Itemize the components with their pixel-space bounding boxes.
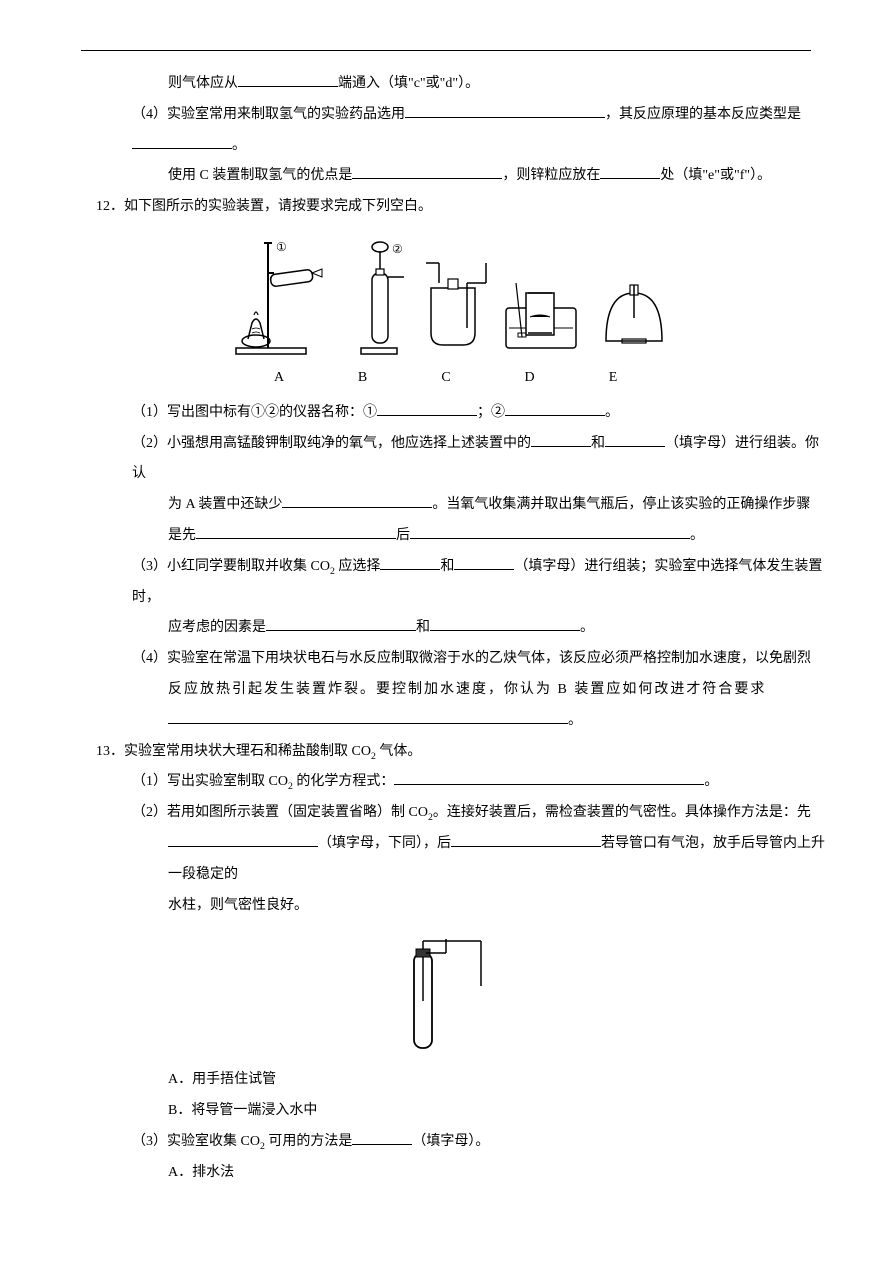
text: 和 xyxy=(591,436,605,451)
blank xyxy=(600,163,660,180)
text: （填字母，下同），后 xyxy=(318,836,451,851)
text: 则气体应从 xyxy=(168,76,238,91)
text: （2）若用如图所示装置（固定装置省略）制 CO xyxy=(132,805,428,820)
blank xyxy=(196,522,396,539)
blank xyxy=(132,132,232,149)
blank xyxy=(352,163,502,180)
text: 气体。 xyxy=(376,744,422,759)
blank xyxy=(451,830,601,847)
q12-4-line1: （4）实验室在常温下用块状电石与水反应制取微溶于水的乙炔气体，该反应必须严格控制… xyxy=(60,644,832,675)
text: 。 xyxy=(580,620,594,635)
text: 是先 xyxy=(168,528,196,543)
text: 可用的方法是 xyxy=(265,1134,353,1149)
text: 。 xyxy=(704,774,718,789)
text: （2）小强想用高锰酸钾制取纯净的氧气，他应选择上述装置中的 xyxy=(132,436,531,451)
label-b: B xyxy=(323,363,403,394)
blank xyxy=(377,399,477,416)
text: 端通入（填"c"或"d"）。 xyxy=(338,76,479,91)
q13-1: （1）写出实验室制取 CO2 的化学方程式：。 xyxy=(60,767,832,798)
blank xyxy=(531,430,591,447)
q13-3-opt-a: A．排水法 xyxy=(60,1158,832,1189)
text: （3）实验室收集 CO xyxy=(132,1134,260,1149)
label-d: D xyxy=(490,363,570,394)
text: 的化学方程式： xyxy=(293,774,395,789)
blank xyxy=(454,553,514,570)
blank xyxy=(394,769,704,786)
text: 。当氧气收集满并取出集气瓶后，停止该实验的正确操作步骤 xyxy=(432,497,810,512)
label-c: C xyxy=(406,363,486,394)
text: 处（填"e"或"f"）。 xyxy=(660,168,771,183)
q11-4-line2: 使用 C 装置制取氢气的优点是 ，则锌粒应放在 处（填"e"或"f"）。 xyxy=(60,161,832,192)
blank xyxy=(282,491,432,508)
text: （1）写出图中标有①②的仪器名称：① xyxy=(132,405,377,420)
blank xyxy=(380,553,440,570)
label-a: A xyxy=(239,363,319,394)
text: （3）小红同学要制取并收集 CO xyxy=(132,559,330,574)
q13-opt-a: A．用手捂住试管 xyxy=(60,1065,832,1096)
apparatus-d xyxy=(506,283,576,348)
blank xyxy=(238,70,338,87)
blank xyxy=(352,1128,412,1145)
cont-line: 则气体应从 端通入（填"c"或"d"）。 xyxy=(60,69,832,100)
q12-4-line3: 。 xyxy=(60,706,832,737)
q12-3-line2: 应考虑的因素是 和 。 xyxy=(60,613,832,644)
apparatus-b: ② xyxy=(361,242,404,354)
q12-diagram: ① ② xyxy=(60,233,832,394)
label-e: E xyxy=(573,363,653,394)
text: ，其反应原理的基本反应类型是 xyxy=(605,107,801,122)
q13-2-line3: 水柱，则气密性良好。 xyxy=(60,891,832,922)
text: 。 xyxy=(232,138,246,153)
text: 和 xyxy=(416,620,430,635)
diagram-labels: A B C D E xyxy=(60,363,832,394)
test-tube-diagram xyxy=(386,931,506,1061)
blank xyxy=(168,707,568,724)
blank xyxy=(605,430,665,447)
apparatus-e xyxy=(606,285,662,343)
text: 。 xyxy=(690,528,704,543)
apparatus-diagram: ① ② xyxy=(226,233,666,363)
text: 。 xyxy=(568,713,582,728)
q12-2-line3: 是先 后 。 xyxy=(60,521,832,552)
q13-diagram xyxy=(60,931,832,1061)
q12-1: （1）写出图中标有①②的仪器名称：① ；② 。 xyxy=(60,398,832,429)
blank xyxy=(505,399,605,416)
q13-3: （3）实验室收集 CO2 可用的方法是（填字母）。 xyxy=(60,1127,832,1158)
q13-stem: 13．实验室常用块状大理石和稀盐酸制取 CO2 气体。 xyxy=(60,737,832,768)
apparatus-c xyxy=(426,263,486,345)
svg-text:①: ① xyxy=(276,240,287,254)
text: 使用 C 装置制取氢气的优点是 xyxy=(168,168,352,183)
blank xyxy=(430,615,580,632)
text: ；② xyxy=(477,405,505,420)
blank xyxy=(405,101,605,118)
header-rule xyxy=(81,50,811,51)
apparatus-a: ① xyxy=(236,240,322,354)
text: （填字母）。 xyxy=(412,1134,489,1149)
text: （4）实验室常用来制取氢气的实验药品选用 xyxy=(132,107,405,122)
text: 。 xyxy=(605,405,619,420)
q12-2-line1: （2）小强想用高锰酸钾制取纯净的氧气，他应选择上述装置中的和（填字母）进行组装。… xyxy=(60,429,832,491)
text: 13．实验室常用块状大理石和稀盐酸制取 CO xyxy=(96,744,371,759)
text: ，则锌粒应放在 xyxy=(502,168,600,183)
q12-2-line2: 为 A 装置中还缺少 。当氧气收集满并取出集气瓶后，停止该实验的正确操作步骤 xyxy=(60,490,832,521)
text: （1）写出实验室制取 CO xyxy=(132,774,288,789)
text: 。连接好装置后，需检查装置的气密性。具体操作方法是：先 xyxy=(433,805,811,820)
text: 应选择 xyxy=(335,559,381,574)
q11-4-line1: （4）实验室常用来制取氢气的实验药品选用 ，其反应原理的基本反应类型是。 xyxy=(60,100,832,162)
q13-opt-b: B．将导管一端浸入水中 xyxy=(60,1096,832,1127)
blank xyxy=(410,522,690,539)
blank xyxy=(168,830,318,847)
text: 后 xyxy=(396,528,410,543)
text: 反应放热引起发生装置炸裂。要控制加水速度，你认为 B 装置应如何改进才符合要求 xyxy=(168,682,766,697)
q12-stem: 12．如下图所示的实验装置，请按要求完成下列空白。 xyxy=(60,192,832,223)
blank xyxy=(266,615,416,632)
q13-2-line1: （2）若用如图所示装置（固定装置省略）制 CO2。连接好装置后，需检查装置的气密… xyxy=(60,798,832,829)
q12-3-line1: （3）小红同学要制取并收集 CO2 应选择和（填字母）进行组装；实验室中选择气体… xyxy=(60,552,832,614)
q13-2-line2: （填字母，下同），后若导管口有气泡，放手后导管内上升一段稳定的 xyxy=(60,829,832,891)
text: 为 A 装置中还缺少 xyxy=(168,497,282,512)
text: 和 xyxy=(440,559,454,574)
svg-text:②: ② xyxy=(392,242,403,256)
q12-4-line2: 反应放热引起发生装置炸裂。要控制加水速度，你认为 B 装置应如何改进才符合要求 xyxy=(60,675,832,706)
text: 应考虑的因素是 xyxy=(168,620,266,635)
